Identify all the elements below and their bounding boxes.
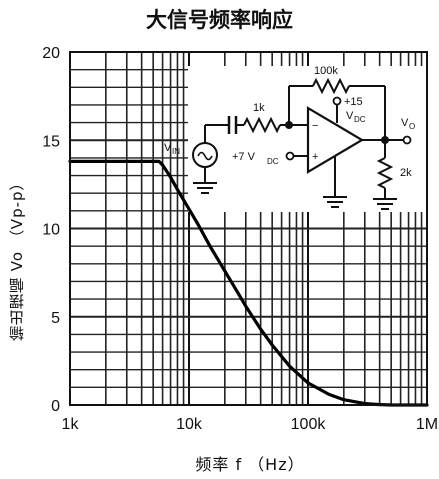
x-tick-label: 10k: [176, 416, 203, 433]
label-noninverting: +: [312, 151, 318, 163]
output-node-dot: [381, 136, 389, 144]
chart-title: 大信号频率响应: [146, 8, 293, 32]
series-line: [68, 159, 429, 407]
series-layer: [68, 159, 429, 407]
load-resistor: [376, 157, 394, 189]
y-tick-label: 15: [42, 133, 60, 150]
circuit-inset: 1k 100k 2k +15 V DC +7 V DC V IN V O − +: [164, 65, 428, 212]
label-r-in: 1k: [253, 102, 265, 114]
label-output: V: [401, 117, 409, 129]
label-r-fb: 100k: [314, 65, 338, 77]
label-source-in: IN: [172, 147, 180, 156]
output-terminal: [402, 135, 412, 145]
supply-terminal: [332, 96, 342, 106]
inverting-node-dot: [285, 121, 293, 129]
y-tick-label: 20: [42, 45, 60, 62]
label-r-load: 2k: [400, 167, 412, 179]
plot-frame: [69, 51, 428, 406]
label-supply-v: V: [346, 110, 354, 122]
ac-source-wave: [197, 151, 213, 161]
y-tick-label: 0: [51, 398, 60, 415]
label-supply: +15: [344, 96, 363, 108]
label-output-o: O: [409, 122, 415, 131]
bias-terminal: [285, 151, 295, 161]
label-inverting: −: [312, 120, 318, 132]
label-source: V: [164, 142, 172, 154]
y-tick-label: 10: [42, 222, 60, 239]
label-bias-dc: DC: [267, 157, 279, 166]
feedback-resistor: [312, 77, 350, 95]
x-tick-label: 1k: [62, 416, 80, 433]
x-tick-label: 100k: [291, 416, 327, 433]
label-supply-dc: DC: [354, 115, 366, 124]
y-tick-label: 5: [51, 310, 60, 327]
label-bias: +7 V: [232, 151, 256, 163]
x-axis-label: 频率 f （Hz）: [195, 455, 305, 474]
tick-labels: 1k 10k 100k 1M 0 5 10 15 20: [42, 45, 438, 433]
op-amp-triangle: [306, 106, 365, 174]
x-tick-label: 1M: [416, 416, 438, 433]
input-resistor: [243, 116, 281, 134]
